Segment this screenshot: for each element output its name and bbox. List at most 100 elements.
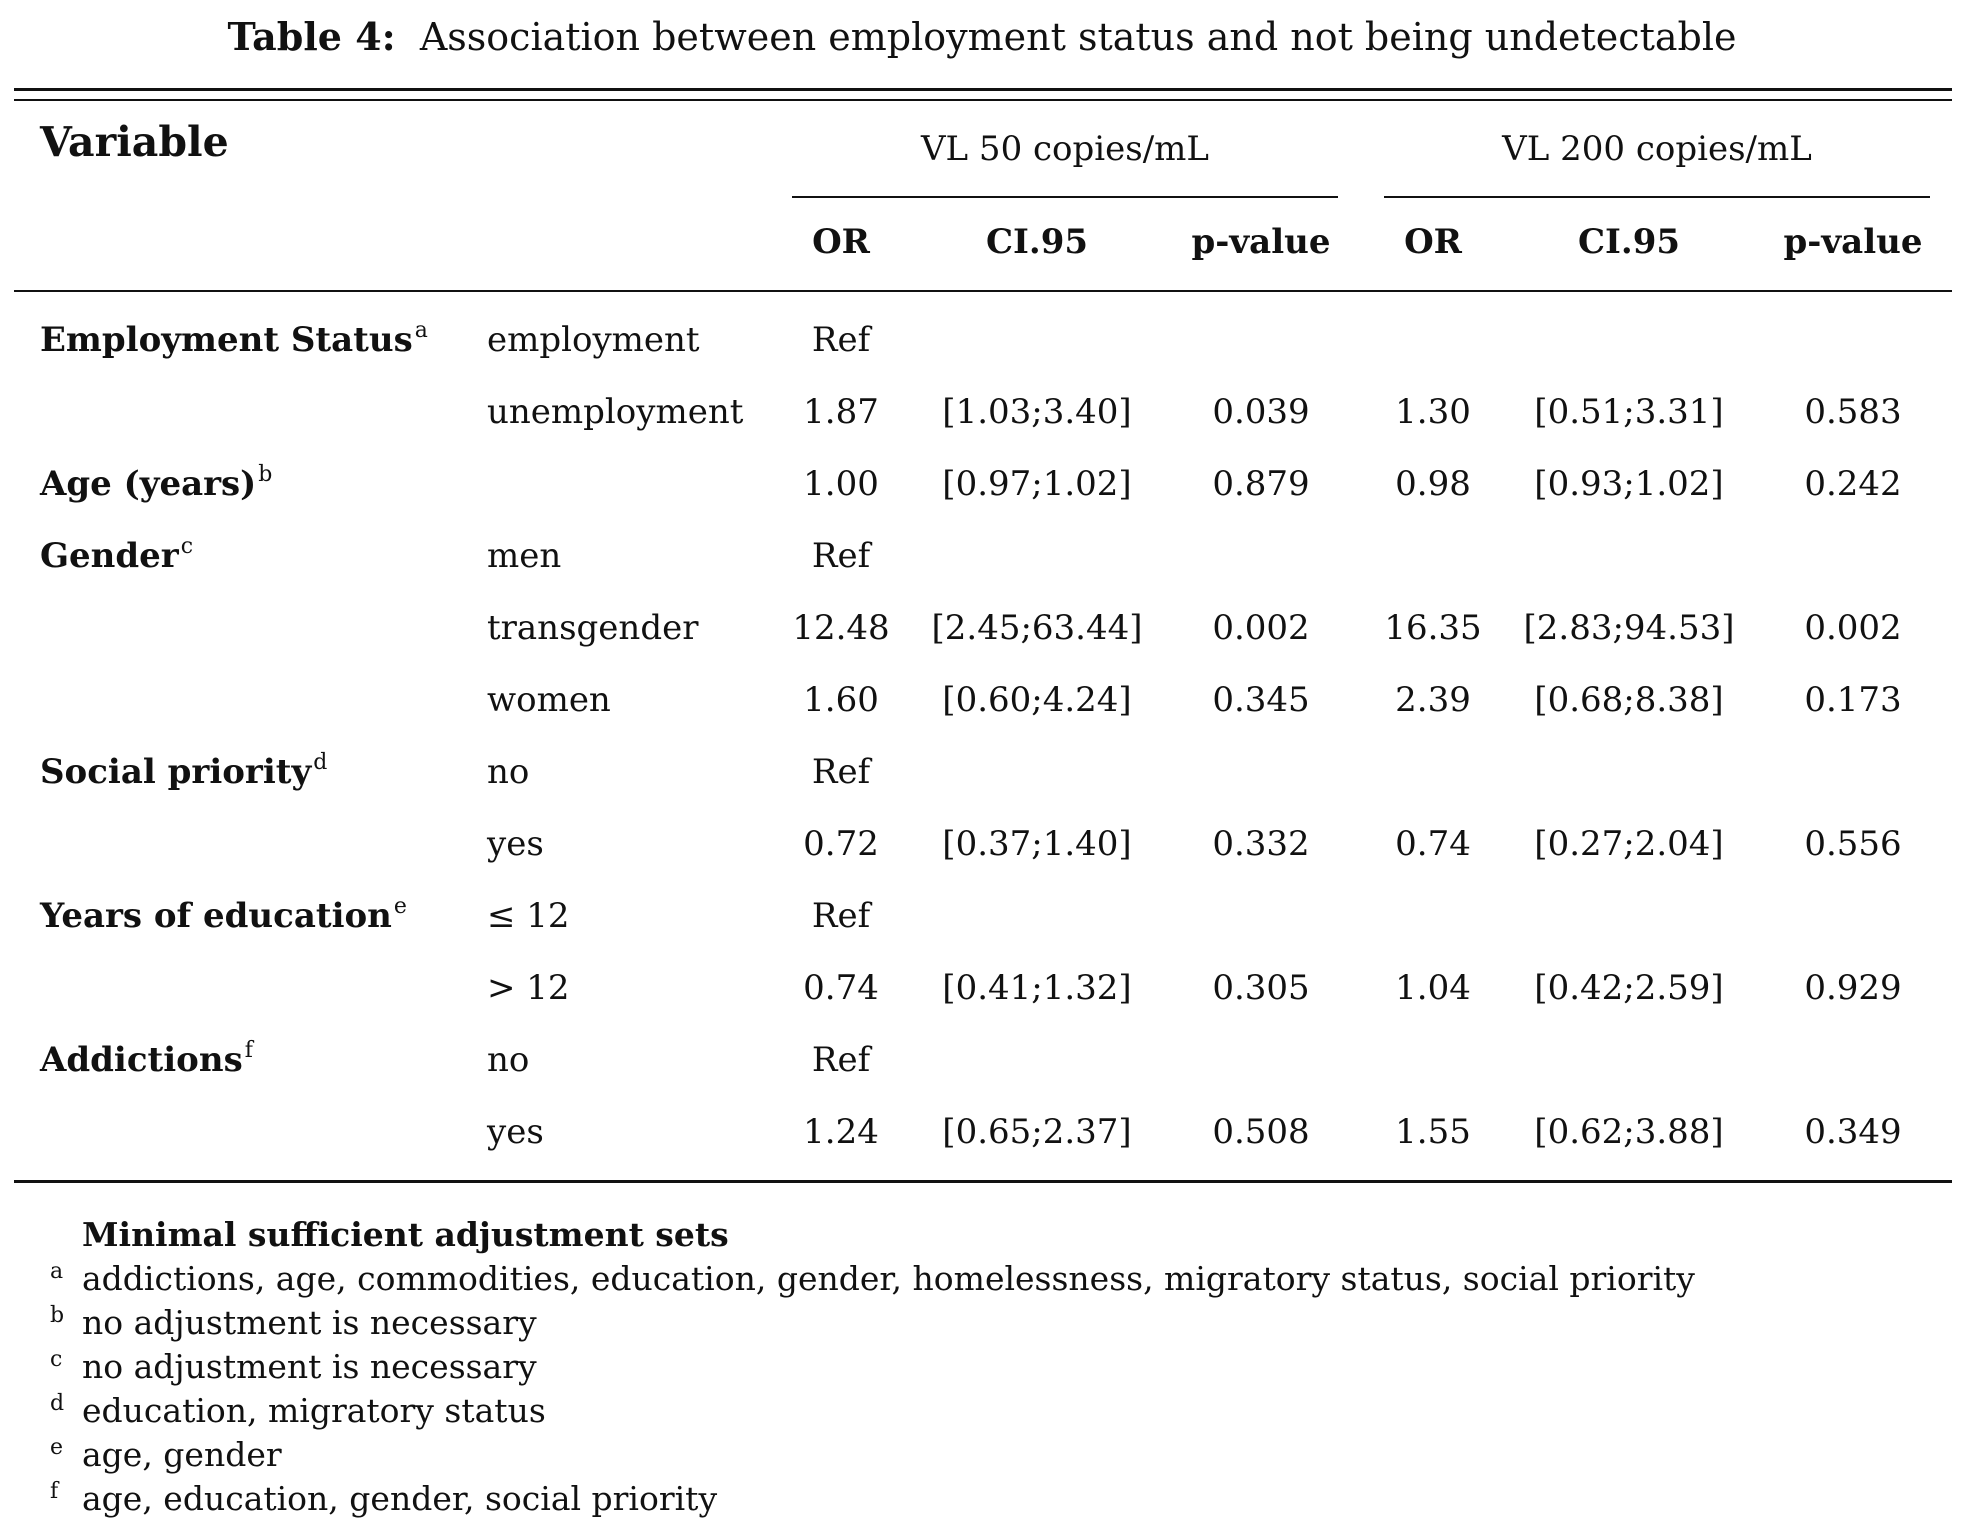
level-label: no (487, 752, 530, 792)
or-cell: 0.72 (803, 824, 879, 864)
ci-cell: [2.45;63.44] (931, 608, 1143, 648)
p-cell: 0.349 (1804, 1112, 1902, 1152)
group-rule-vl200 (1384, 196, 1930, 198)
variable-header: Variable (40, 118, 229, 166)
group-rule-vl50 (792, 196, 1338, 198)
p-cell: 0.556 (1804, 824, 1902, 864)
group-label: Genderc (40, 534, 194, 576)
p-cell: 0.879 (1212, 464, 1310, 504)
level-label: transgender (487, 608, 699, 648)
footnote-mark: b (50, 1303, 65, 1328)
p-cell: 0.039 (1212, 392, 1310, 432)
group-label: Years of educatione (40, 894, 407, 936)
footnote-text: no adjustment is necessary (82, 1347, 537, 1386)
footnote-mark: d (50, 1391, 65, 1416)
footnote-mark: f (50, 1479, 59, 1504)
level-label: no (487, 1040, 530, 1080)
footnote-text: no adjustment is necessary (82, 1303, 537, 1342)
ci-cell: [2.83;94.53] (1523, 608, 1735, 648)
ci-cell: [0.37;1.40] (942, 824, 1132, 864)
footnote-ref: a (414, 318, 428, 343)
footnotes-title: Minimal sufficient adjustment sets (82, 1215, 729, 1254)
or-cell: Ref (811, 1040, 871, 1080)
footnote-ref: b (258, 462, 273, 487)
or-cell: 1.60 (803, 680, 879, 720)
footnote-mark: e (50, 1435, 64, 1460)
footnote-text: education, migratory status (82, 1391, 546, 1430)
top-rule-inner (14, 99, 1952, 101)
or-cell: 1.55 (1395, 1112, 1471, 1152)
or-cell: Ref (811, 536, 871, 576)
level-label: > 12 (487, 968, 570, 1008)
or-cell: 2.39 (1395, 680, 1471, 720)
or-cell: Ref (811, 752, 871, 792)
p-cell: 0.002 (1804, 608, 1902, 648)
p-cell: 0.508 (1212, 1112, 1310, 1152)
p-header-vl200: p-value (1783, 222, 1923, 262)
level-label: ≤ 12 (487, 896, 570, 936)
ci-cell: [0.65;2.37] (942, 1112, 1132, 1152)
ci-cell: [0.62;3.88] (1534, 1112, 1724, 1152)
footnote-mark: a (50, 1259, 64, 1284)
caption-text: Association between employment status an… (419, 15, 1737, 59)
caption-label: Table 4: (227, 14, 396, 59)
or-header-vl200: OR (1404, 222, 1462, 262)
footnote-ref: e (393, 894, 407, 919)
ci-cell: [0.27;2.04] (1534, 824, 1724, 864)
group-label: Age (years)b (40, 462, 273, 504)
or-cell: 16.35 (1384, 608, 1482, 648)
footnote-ref: c (180, 534, 194, 559)
footnote-text: age, education, gender, social priority (82, 1479, 718, 1518)
or-cell: 1.30 (1395, 392, 1471, 432)
p-cell: 0.242 (1804, 464, 1902, 504)
p-cell: 0.929 (1804, 968, 1902, 1008)
p-cell: 0.583 (1804, 392, 1902, 432)
header-rule (14, 290, 1952, 292)
or-cell: 1.87 (803, 392, 879, 432)
level-label: employment (487, 320, 700, 360)
or-cell: 1.24 (803, 1112, 879, 1152)
ci-cell: [0.60;4.24] (942, 680, 1132, 720)
or-header-vl50: OR (812, 222, 870, 262)
p-cell: 0.173 (1804, 680, 1902, 720)
level-label: women (487, 680, 611, 720)
ci-cell: [0.97;1.02] (942, 464, 1132, 504)
bottom-rule (14, 1180, 1952, 1183)
p-cell: 0.305 (1212, 968, 1310, 1008)
p-header-vl50: p-value (1191, 222, 1331, 262)
p-cell: 0.332 (1212, 824, 1310, 864)
or-cell: 1.00 (803, 464, 879, 504)
level-label: unemployment (487, 392, 744, 432)
or-cell: Ref (811, 896, 871, 936)
level-label: men (487, 536, 562, 576)
ci-header-vl50: CI.95 (985, 222, 1089, 262)
footnote-text: age, gender (82, 1435, 282, 1474)
top-rule-outer (14, 88, 1952, 91)
ci-cell: [0.51;3.31] (1534, 392, 1724, 432)
group-header-vl200: VL 200 copies/mL (1502, 129, 1812, 169)
ci-cell: [1.03;3.40] (942, 392, 1132, 432)
or-cell: 0.74 (803, 968, 879, 1008)
footnote-ref: f (244, 1038, 253, 1063)
p-cell: 0.002 (1212, 608, 1310, 648)
level-label: yes (487, 1112, 544, 1152)
or-cell: 0.98 (1395, 464, 1471, 504)
ci-cell: [0.68;8.38] (1534, 680, 1724, 720)
or-cell: 0.74 (1395, 824, 1471, 864)
p-cell: 0.345 (1212, 680, 1310, 720)
ci-cell: [0.93;1.02] (1534, 464, 1724, 504)
level-label: yes (487, 824, 544, 864)
footnote-mark: c (50, 1347, 63, 1372)
or-cell: 1.04 (1395, 968, 1471, 1008)
group-label: Addictionsf (40, 1038, 253, 1080)
group-header-vl50: VL 50 copies/mL (920, 129, 1210, 169)
or-cell: 12.48 (792, 608, 890, 648)
ci-header-vl200: CI.95 (1577, 222, 1681, 262)
or-cell: Ref (811, 320, 871, 360)
ci-cell: [0.41;1.32] (942, 968, 1132, 1008)
table-caption: Table 4: Association between employment … (0, 12, 1964, 62)
footnote-text: addictions, age, commodities, education,… (82, 1259, 1695, 1298)
ci-cell: [0.42;2.59] (1534, 968, 1724, 1008)
footnote-ref: d (313, 750, 328, 775)
group-label: Employment Statusa (40, 318, 428, 360)
